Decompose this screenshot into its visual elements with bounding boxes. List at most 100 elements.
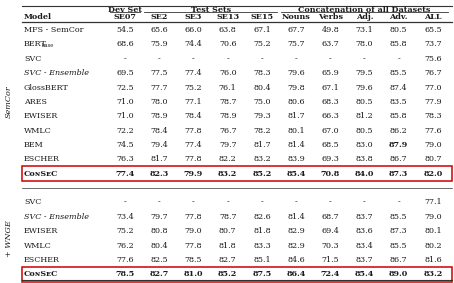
Text: 81.2: 81.2 — [355, 112, 373, 120]
Text: 65.9: 65.9 — [321, 69, 339, 77]
Text: WMLC: WMLC — [24, 241, 52, 250]
Text: 78.4: 78.4 — [185, 112, 202, 120]
Text: 66.3: 66.3 — [321, 112, 339, 120]
Text: 77.8: 77.8 — [185, 213, 202, 221]
Text: 83.7: 83.7 — [355, 256, 373, 264]
Text: 81.4: 81.4 — [287, 141, 305, 149]
Text: WMLC: WMLC — [24, 127, 52, 135]
Text: 70.6: 70.6 — [219, 40, 237, 48]
Text: 77.4: 77.4 — [115, 170, 135, 178]
Text: 82.5: 82.5 — [150, 256, 168, 264]
Text: 83.8: 83.8 — [355, 155, 373, 163]
Text: -: - — [227, 55, 229, 63]
Text: 82.2: 82.2 — [219, 155, 237, 163]
Text: 54.5: 54.5 — [116, 26, 134, 34]
Text: SVC - Ensemble: SVC - Ensemble — [24, 213, 89, 221]
Text: 73.4: 73.4 — [116, 213, 134, 221]
Text: SVC - Ensemble: SVC - Ensemble — [24, 69, 89, 77]
Text: BEM: BEM — [24, 141, 44, 149]
Text: 71.0: 71.0 — [116, 98, 134, 106]
Text: 85.5: 85.5 — [390, 213, 407, 221]
Text: 85.4: 85.4 — [286, 170, 306, 178]
Text: 86.2: 86.2 — [390, 127, 408, 135]
Text: Adv.: Adv. — [390, 13, 408, 21]
Text: 81.6: 81.6 — [424, 256, 442, 264]
Text: -: - — [124, 198, 127, 207]
Text: 83.7: 83.7 — [355, 213, 373, 221]
Text: 77.6: 77.6 — [424, 127, 442, 135]
Text: 80.4: 80.4 — [253, 83, 271, 92]
Text: 82.0: 82.0 — [423, 170, 443, 178]
Text: Dev Set: Dev Set — [108, 5, 142, 14]
Text: 82.9: 82.9 — [287, 227, 305, 235]
Text: 68.3: 68.3 — [321, 98, 339, 106]
Text: 70.8: 70.8 — [321, 170, 340, 178]
Text: 71.5: 71.5 — [321, 256, 339, 264]
Text: 66.0: 66.0 — [185, 26, 202, 34]
Text: 80.5: 80.5 — [356, 98, 373, 106]
Text: 85.2: 85.2 — [218, 270, 237, 278]
Text: 81.8: 81.8 — [219, 241, 237, 250]
Text: 79.6: 79.6 — [287, 69, 305, 77]
Text: 71.0: 71.0 — [116, 112, 134, 120]
Text: 77.1: 77.1 — [424, 198, 442, 207]
Text: 80.1: 80.1 — [424, 227, 442, 235]
Text: CᴏɴSᴇC: CᴏɴSᴇC — [24, 270, 59, 278]
Text: EWISER: EWISER — [24, 227, 59, 235]
Text: 82.9: 82.9 — [287, 241, 305, 250]
Text: 75.7: 75.7 — [287, 40, 305, 48]
Text: 86.4: 86.4 — [286, 270, 306, 278]
Text: 72.5: 72.5 — [116, 83, 134, 92]
Text: 77.5: 77.5 — [151, 69, 168, 77]
Text: 69.5: 69.5 — [116, 69, 134, 77]
Text: 49.8: 49.8 — [321, 26, 339, 34]
Text: 87.9: 87.9 — [389, 141, 408, 149]
Text: -: - — [124, 55, 127, 63]
Text: 69.3: 69.3 — [321, 155, 339, 163]
Text: 65.6: 65.6 — [150, 26, 168, 34]
Text: 81.7: 81.7 — [150, 155, 168, 163]
Text: 83.4: 83.4 — [355, 241, 373, 250]
Text: 76.3: 76.3 — [116, 155, 134, 163]
Text: 79.7: 79.7 — [150, 213, 168, 221]
Text: 73.7: 73.7 — [424, 40, 442, 48]
Text: 68.6: 68.6 — [116, 40, 134, 48]
Text: 75.2: 75.2 — [253, 40, 271, 48]
Text: 87.3: 87.3 — [389, 170, 408, 178]
Text: SVC: SVC — [24, 55, 41, 63]
Text: SemCor: SemCor — [5, 85, 13, 118]
Text: 80.4: 80.4 — [150, 241, 168, 250]
Text: ALL: ALL — [424, 13, 442, 21]
Text: 67.1: 67.1 — [253, 26, 271, 34]
Text: 78.7: 78.7 — [219, 98, 237, 106]
Text: 82.3: 82.3 — [150, 170, 169, 178]
Text: 80.2: 80.2 — [424, 241, 442, 250]
Text: 72.4: 72.4 — [321, 270, 340, 278]
Text: -: - — [227, 198, 229, 207]
Text: 70.3: 70.3 — [321, 241, 339, 250]
Text: 81.0: 81.0 — [184, 270, 203, 278]
Text: 85.5: 85.5 — [390, 241, 407, 250]
Text: 68.7: 68.7 — [321, 213, 339, 221]
Text: Verbs: Verbs — [318, 13, 343, 21]
Text: 82.6: 82.6 — [253, 213, 271, 221]
Text: 89.0: 89.0 — [389, 270, 408, 278]
Text: GlossBERT: GlossBERT — [24, 83, 69, 92]
Text: EWISER: EWISER — [24, 112, 59, 120]
Text: 78.7: 78.7 — [219, 213, 237, 221]
Text: 75.0: 75.0 — [253, 98, 271, 106]
Text: ESCHER: ESCHER — [24, 256, 60, 264]
Text: 87.4: 87.4 — [390, 83, 408, 92]
Text: 72.2: 72.2 — [116, 127, 134, 135]
Text: 78.5: 78.5 — [185, 256, 202, 264]
Text: -: - — [363, 198, 366, 207]
Text: 83.2: 83.2 — [218, 170, 237, 178]
Text: 85.5: 85.5 — [390, 69, 407, 77]
Text: 80.7: 80.7 — [219, 227, 237, 235]
Text: Adj.: Adj. — [356, 13, 373, 21]
Text: 81.8: 81.8 — [253, 227, 271, 235]
Text: 77.8: 77.8 — [185, 241, 202, 250]
Text: SE2: SE2 — [151, 13, 168, 21]
Text: 67.0: 67.0 — [321, 127, 339, 135]
Text: 77.8: 77.8 — [185, 127, 202, 135]
